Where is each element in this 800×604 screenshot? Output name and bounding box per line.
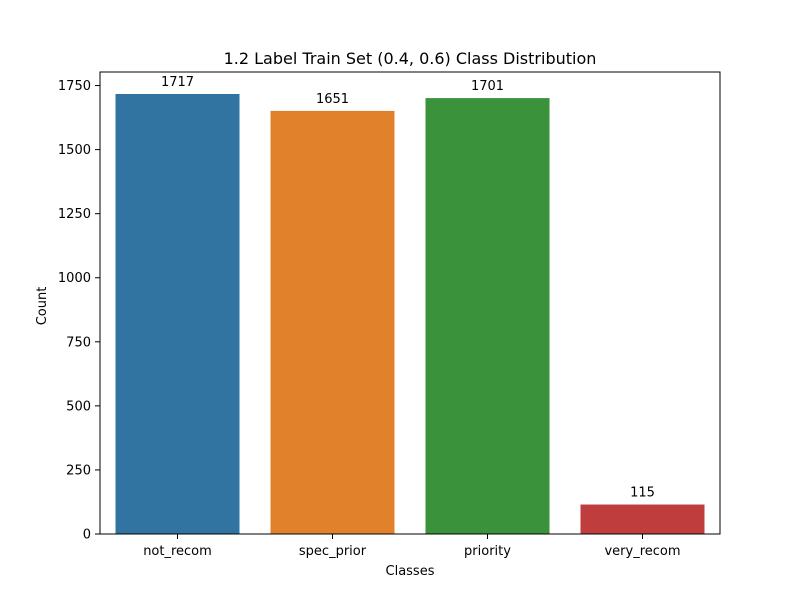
data-label-spec-prior: 1651 xyxy=(316,92,349,107)
bar-very-recom xyxy=(580,504,705,534)
y-tick-label-500: 500 xyxy=(66,399,91,414)
bar-priority xyxy=(425,98,550,535)
x-axis: not_recom spec_prior priority very_recom xyxy=(143,534,681,559)
y-tick-label-1000: 1000 xyxy=(58,271,91,286)
y-tick-label-250: 250 xyxy=(66,463,91,478)
x-tick-label-priority: priority xyxy=(464,544,511,559)
x-tick-label-not-recom: not_recom xyxy=(143,544,212,559)
y-axis: 0 250 500 750 1000 1250 1500 1750 xyxy=(58,79,100,543)
y-tick-label-750: 750 xyxy=(66,335,91,350)
y-tick-label-1500: 1500 xyxy=(58,143,91,158)
x-axis-label: Classes xyxy=(386,564,435,579)
y-axis-label: Count xyxy=(35,287,50,326)
plot-frame xyxy=(99,71,721,535)
y-tick-label-1250: 1250 xyxy=(58,207,91,222)
bar-not-recom xyxy=(115,94,240,534)
x-tick-label-very-recom: very_recom xyxy=(604,544,680,559)
data-label-priority: 1701 xyxy=(471,79,504,94)
data-labels-layer: 1717 1651 1701 115 xyxy=(161,75,655,501)
bar-spec-prior xyxy=(270,110,395,535)
data-label-very-recom: 115 xyxy=(630,486,655,501)
chart-title: 1.2 Label Train Set (0.4, 0.6) Class Dis… xyxy=(224,49,597,68)
y-tick-label-1750: 1750 xyxy=(58,79,91,94)
y-tick-label-0: 0 xyxy=(83,528,91,543)
data-label-not-recom: 1717 xyxy=(161,75,194,90)
bars-layer xyxy=(115,94,705,535)
x-tick-label-spec-prior: spec_prior xyxy=(299,544,367,559)
